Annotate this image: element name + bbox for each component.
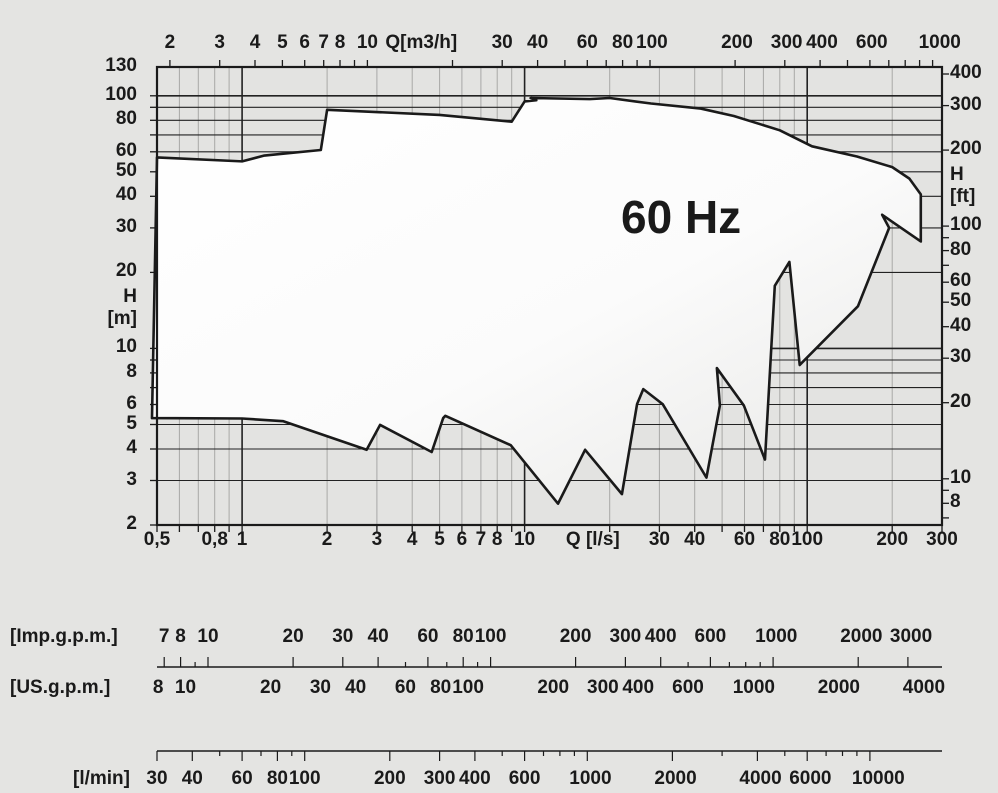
svg-text:60 Hz: 60 Hz — [621, 191, 741, 243]
